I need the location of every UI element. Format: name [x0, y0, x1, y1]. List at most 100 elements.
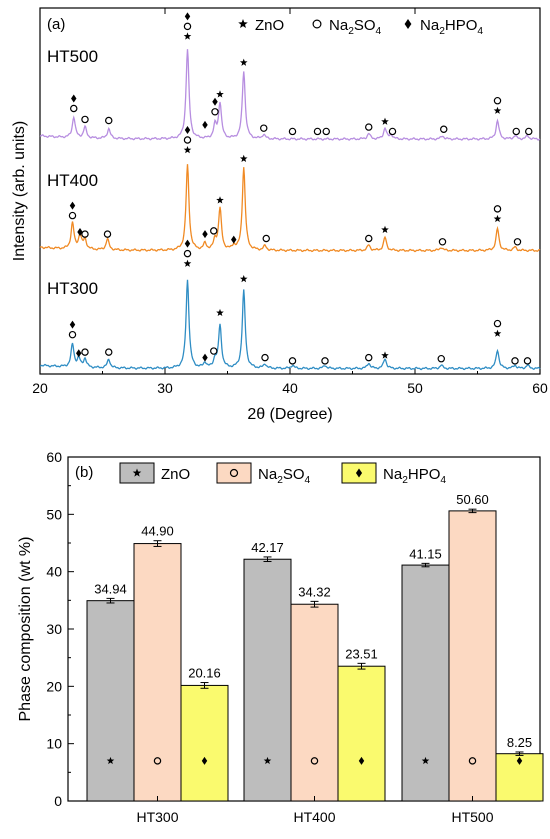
x-axis-label: 2θ (Degree): [247, 406, 332, 423]
na2so4-marker-icon: [321, 357, 329, 365]
y-tick-label: 60: [46, 449, 62, 465]
na2so4-marker-icon: [103, 230, 112, 238]
zno-marker-icon: [493, 214, 502, 223]
na2so4-marker-icon: [288, 127, 297, 136]
na2so4-marker-icon: [183, 249, 192, 258]
na2hpo4-marker-icon: [202, 120, 208, 129]
na2hpo4-marker-icon: [69, 320, 76, 329]
zno-marker-icon: [216, 90, 224, 98]
na2so4-marker-icon: [81, 348, 89, 356]
y-tick-label: 20: [46, 678, 62, 694]
na2hpo4-marker-icon: [184, 12, 191, 21]
series-label: HT400: [47, 171, 98, 190]
na2so4-marker-icon: [438, 238, 447, 246]
na2so4-marker-icon: [260, 124, 268, 132]
na2so4-marker-icon: [365, 353, 373, 362]
na2hpo4-marker-icon: [184, 239, 191, 248]
zno-marker-icon: [216, 308, 224, 317]
bar: [133, 543, 182, 802]
data-label: 41.15: [409, 546, 442, 561]
bar: [86, 600, 135, 802]
zno-marker-icon: [421, 756, 430, 765]
legend-label: Na2HPO4: [383, 466, 446, 486]
bar: [401, 564, 450, 802]
data-label: 23.51: [345, 646, 378, 661]
zno-marker-icon: [183, 146, 192, 154]
x-tick-label: 60: [532, 380, 548, 396]
na2so4-marker-icon: [493, 96, 502, 105]
zno-marker-icon: [183, 259, 192, 267]
na2so4-marker-icon: [81, 230, 89, 238]
na2hpo4-marker-icon: [202, 353, 208, 362]
x-tick-label: 20: [32, 380, 48, 396]
na2so4-marker-icon: [105, 348, 113, 356]
na2so4-marker-icon: [81, 115, 89, 124]
data-label: 34.32: [298, 584, 331, 599]
x-tick-label: 50: [407, 380, 423, 396]
zno-marker-icon: [239, 154, 248, 163]
zno-marker-icon: [493, 329, 502, 337]
x-tick-label: 40: [282, 380, 298, 396]
bar: [337, 665, 386, 802]
na2so4-marker-icon: [322, 127, 330, 136]
category-label: HT300: [136, 809, 178, 825]
series-label: HT500: [47, 47, 98, 66]
legend-label: Na2HPO4: [420, 17, 483, 37]
na2so4-marker-icon: [493, 319, 502, 328]
na2so4-marker-icon: [183, 22, 192, 31]
na2so4-marker-icon: [440, 125, 448, 133]
y-axis-label: Intensity (arb. units): [11, 121, 28, 262]
na2hpo4-marker-icon: [358, 756, 365, 765]
na2hpo4-marker-icon: [231, 235, 237, 244]
na2so4-marker-icon: [493, 205, 502, 213]
na2so4-marker-icon: [229, 468, 239, 478]
na2hpo4-marker-icon: [69, 201, 76, 210]
pattern-line-ht400: [39, 164, 541, 253]
na2so4-marker-icon: [513, 238, 522, 246]
bar: [290, 603, 339, 802]
na2so4-marker-icon: [183, 136, 192, 144]
na2hpo4-marker-icon: [355, 468, 363, 478]
pattern-line-ht500: [39, 49, 541, 141]
y-tick-label: 10: [46, 736, 62, 752]
data-label: 50.60: [456, 492, 489, 507]
na2so4-marker-icon: [262, 234, 270, 243]
legend-label: Na2SO4: [258, 466, 311, 486]
category-label: HT500: [451, 809, 493, 825]
data-label: 20.16: [188, 666, 221, 681]
legend-label: Na2SO4: [329, 17, 382, 37]
na2so4-marker-icon: [512, 127, 520, 136]
data-label: 34.94: [94, 581, 127, 596]
xrd-panel: 20 30 40 50 60 2θ (Degree) Intensity (arb. uni…: [11, 7, 548, 423]
x-tick-label: 30: [157, 380, 173, 396]
y-tick-label: 30: [46, 621, 62, 637]
na2so4-marker-icon: [437, 354, 445, 363]
zno-marker-icon: [183, 32, 192, 40]
na2so4-marker-icon: [261, 353, 269, 362]
na2so4-marker-icon: [153, 757, 162, 765]
na2so4-marker-icon: [523, 357, 532, 365]
na2hpo4-marker-icon: [212, 97, 218, 106]
y-tick-label: 0: [54, 793, 62, 809]
zno-marker-icon: [216, 196, 224, 204]
na2so4-marker-icon: [68, 330, 77, 339]
y-axis-label: Phase composition (wt %): [17, 537, 34, 722]
bar: [180, 684, 229, 802]
category-label: HT400: [293, 809, 335, 825]
zno-marker-icon: [381, 225, 389, 234]
zno-marker-icon: [263, 756, 272, 765]
xrd-plot-frame: [39, 7, 541, 375]
na2so4-marker-icon: [211, 108, 219, 116]
na2so4-marker-icon: [68, 211, 77, 220]
bar: [243, 558, 292, 802]
phase-composition-panel: 0 10 20 30 40 50 60 Phase composition (wt %) (b)…: [17, 449, 544, 825]
na2so4-marker-icon: [310, 757, 319, 765]
y-tick-label: 50: [46, 506, 62, 522]
panel-label-b: (b): [75, 464, 93, 481]
na2so4-marker-icon: [288, 357, 297, 365]
pattern-line-ht300: [39, 279, 541, 371]
na2hpo4-marker-icon: [76, 349, 82, 358]
na2so4-marker-icon: [388, 127, 397, 136]
zno-marker-icon: [239, 58, 248, 66]
